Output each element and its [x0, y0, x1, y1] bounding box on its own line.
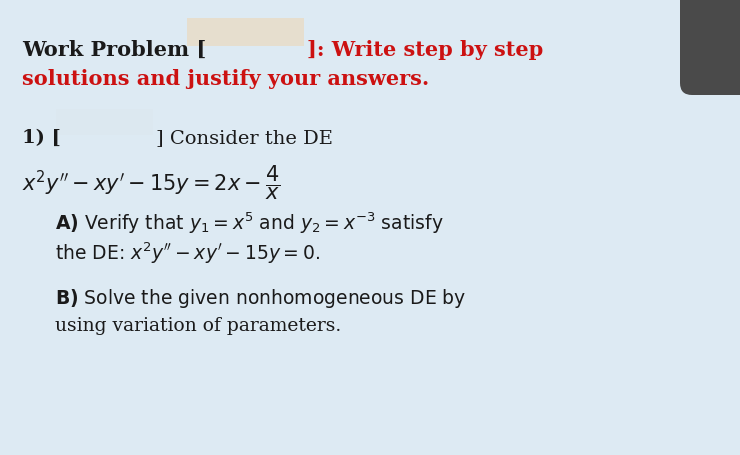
Text: $\mathbf{B)}$ Solve the given nonhomogeneous DE by: $\mathbf{B)}$ Solve the given nonhomogen…: [55, 287, 466, 310]
Text: using variation of parameters.: using variation of parameters.: [55, 317, 341, 335]
Text: $\mathbf{A)}$ Verify that $y_1 = x^5$ and $y_2 = x^{-3}$ satisfy: $\mathbf{A)}$ Verify that $y_1 = x^5$ an…: [55, 210, 444, 236]
FancyBboxPatch shape: [56, 109, 153, 135]
Text: solutions and justify your answers.: solutions and justify your answers.: [22, 69, 429, 89]
Text: ] Consider the DE: ] Consider the DE: [156, 129, 333, 147]
Text: $x^2y'' - xy' - 15y = 2x - \dfrac{4}{x}$: $x^2y'' - xy' - 15y = 2x - \dfrac{4}{x}$: [22, 163, 280, 202]
Text: ]: Write step by step: ]: Write step by step: [307, 40, 543, 60]
FancyBboxPatch shape: [187, 18, 304, 46]
Text: Work Problem [: Work Problem [: [22, 40, 206, 60]
Text: the DE: $x^2y'' - xy' - 15y = 0.$: the DE: $x^2y'' - xy' - 15y = 0.$: [55, 240, 320, 266]
Text: 1) [: 1) [: [22, 129, 61, 147]
FancyBboxPatch shape: [680, 0, 740, 95]
